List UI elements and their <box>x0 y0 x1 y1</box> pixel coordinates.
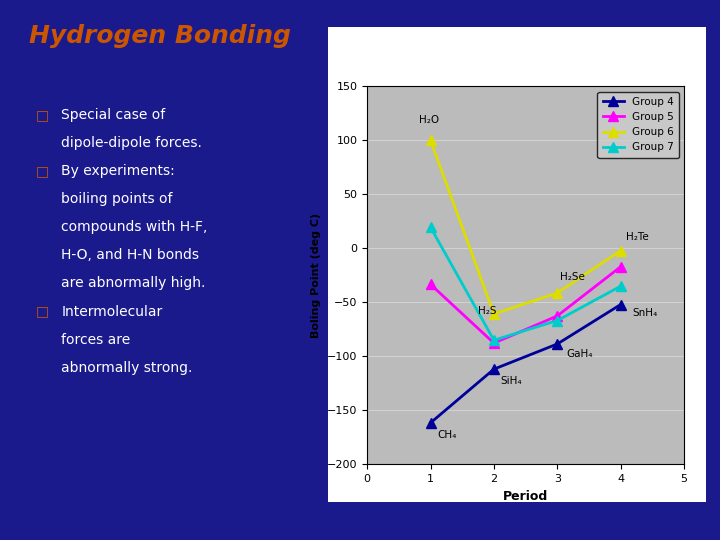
Legend: Group 4, Group 5, Group 6, Group 7: Group 4, Group 5, Group 6, Group 7 <box>598 92 679 158</box>
Group 6 <box>616 247 625 254</box>
Text: GaH₄: GaH₄ <box>567 349 593 359</box>
Text: H₂O: H₂O <box>419 115 439 125</box>
Line: Group 5: Group 5 <box>426 262 626 348</box>
Line: Group 7: Group 7 <box>426 222 626 345</box>
Group 6 <box>490 310 498 317</box>
Text: SiH₄: SiH₄ <box>500 376 522 387</box>
Y-axis label: Boling Point (deg C): Boling Point (deg C) <box>312 213 321 338</box>
Text: By experiments:: By experiments: <box>61 164 175 178</box>
Text: Intermolecular: Intermolecular <box>61 305 163 319</box>
Group 7 <box>616 283 625 289</box>
Group 4 <box>553 341 562 347</box>
Text: forces are: forces are <box>61 333 130 347</box>
Text: □: □ <box>36 108 49 122</box>
Text: H₂S: H₂S <box>478 306 497 316</box>
Group 4 <box>426 420 435 426</box>
Text: SnH₄: SnH₄ <box>632 307 657 318</box>
Group 7 <box>490 337 498 343</box>
Line: Group 4: Group 4 <box>426 300 626 428</box>
Group 6 <box>553 290 562 296</box>
Text: are abnormally high.: are abnormally high. <box>61 276 206 291</box>
Text: dipole-dipole forces.: dipole-dipole forces. <box>61 136 202 150</box>
Text: CH₄: CH₄ <box>437 430 456 440</box>
Group 5 <box>553 313 562 319</box>
Group 4 <box>616 301 625 308</box>
Group 5 <box>490 340 498 346</box>
Text: □: □ <box>36 164 49 178</box>
Text: □: □ <box>36 305 49 319</box>
Group 6 <box>426 137 435 144</box>
Text: abnormally strong.: abnormally strong. <box>61 361 192 375</box>
Text: Hydrogen Bonding: Hydrogen Bonding <box>29 24 291 48</box>
Text: H-O, and H-N bonds: H-O, and H-N bonds <box>61 248 199 262</box>
Group 5 <box>426 281 435 288</box>
Group 5 <box>616 264 625 270</box>
Text: H₂Te: H₂Te <box>626 232 649 242</box>
Group 4 <box>490 366 498 373</box>
Group 7 <box>426 224 435 231</box>
Text: Special case of: Special case of <box>61 108 166 122</box>
Group 7 <box>553 318 562 324</box>
X-axis label: Period: Period <box>503 490 548 503</box>
Text: boiling points of: boiling points of <box>61 192 173 206</box>
Text: H₂Se: H₂Se <box>560 272 585 282</box>
Text: compounds with H-F,: compounds with H-F, <box>61 220 207 234</box>
Line: Group 6: Group 6 <box>426 136 626 319</box>
